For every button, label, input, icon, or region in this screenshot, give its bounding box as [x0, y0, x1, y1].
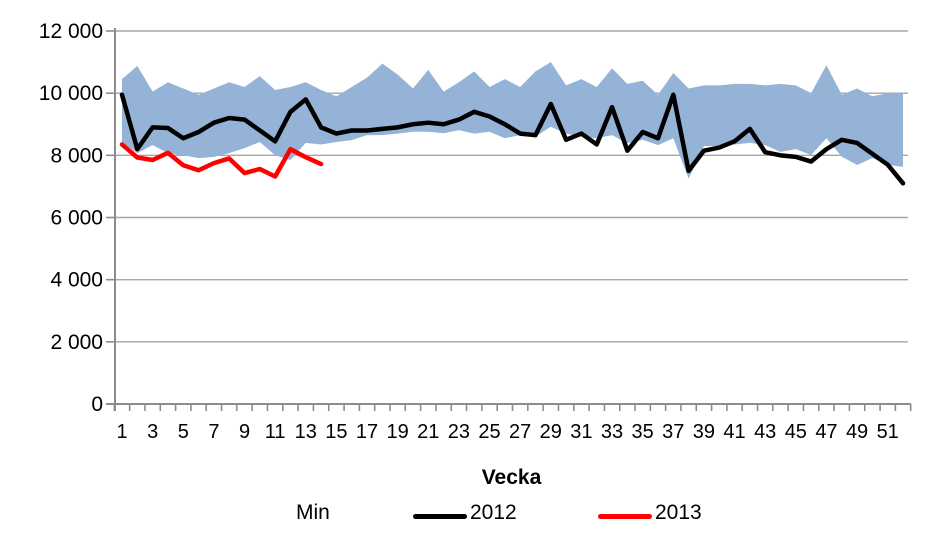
x-tick-label: 15	[325, 421, 347, 443]
legend-label-min: Min	[296, 501, 330, 524]
x-tick-label: 37	[662, 421, 684, 443]
legend-swatch-2012-line	[413, 514, 467, 519]
line-2013	[119, 142, 324, 179]
x-tick-label: 29	[540, 421, 562, 443]
x-tick-label: 7	[208, 421, 219, 443]
x-axis-title: Vecka	[481, 466, 542, 489]
line-2012	[119, 92, 906, 186]
x-tick-label: 35	[632, 421, 654, 443]
x-tick-label: 45	[785, 421, 807, 443]
x-tick-label: 5	[178, 421, 189, 443]
x-tick-label: 21	[417, 421, 439, 443]
x-tick-label: 25	[478, 421, 500, 443]
y-tick-label: 10 000	[39, 82, 103, 105]
x-tick-label: 17	[356, 421, 378, 443]
x-tick-label: 9	[239, 421, 250, 443]
x-tick-label: 51	[877, 421, 899, 443]
x-tick-label: 49	[846, 421, 868, 443]
y-tick-label: 4 000	[50, 269, 103, 292]
x-tick-label: 11	[265, 421, 286, 443]
x-tick-label: 33	[601, 421, 623, 443]
x-tick-label: 1	[116, 421, 127, 443]
x-tick-label: 31	[570, 421, 592, 443]
minmax-band	[122, 62, 904, 179]
y-tick-label: 6 000	[50, 207, 103, 230]
x-tick-label: 43	[754, 421, 776, 443]
x-tick-label: 41	[723, 421, 745, 443]
x-tick-label: 23	[448, 421, 470, 443]
y-tick-label: 0	[91, 393, 103, 416]
x-tick-label: 47	[815, 421, 837, 443]
legend-label-2013: 2013	[655, 501, 702, 524]
x-tick-label: 27	[509, 421, 531, 443]
legend-label-2012: 2012	[470, 501, 517, 524]
legend-swatch-2013-line	[598, 514, 652, 519]
y-tick-label: 8 000	[50, 144, 103, 167]
x-tick-label: 39	[693, 421, 715, 443]
x-tick-label: 19	[387, 421, 409, 443]
x-tick-label: 3	[147, 421, 158, 443]
y-tick-label: 12 000	[39, 20, 103, 43]
x-tick-label: 13	[295, 421, 317, 443]
y-tick-label: 2 000	[50, 331, 103, 354]
